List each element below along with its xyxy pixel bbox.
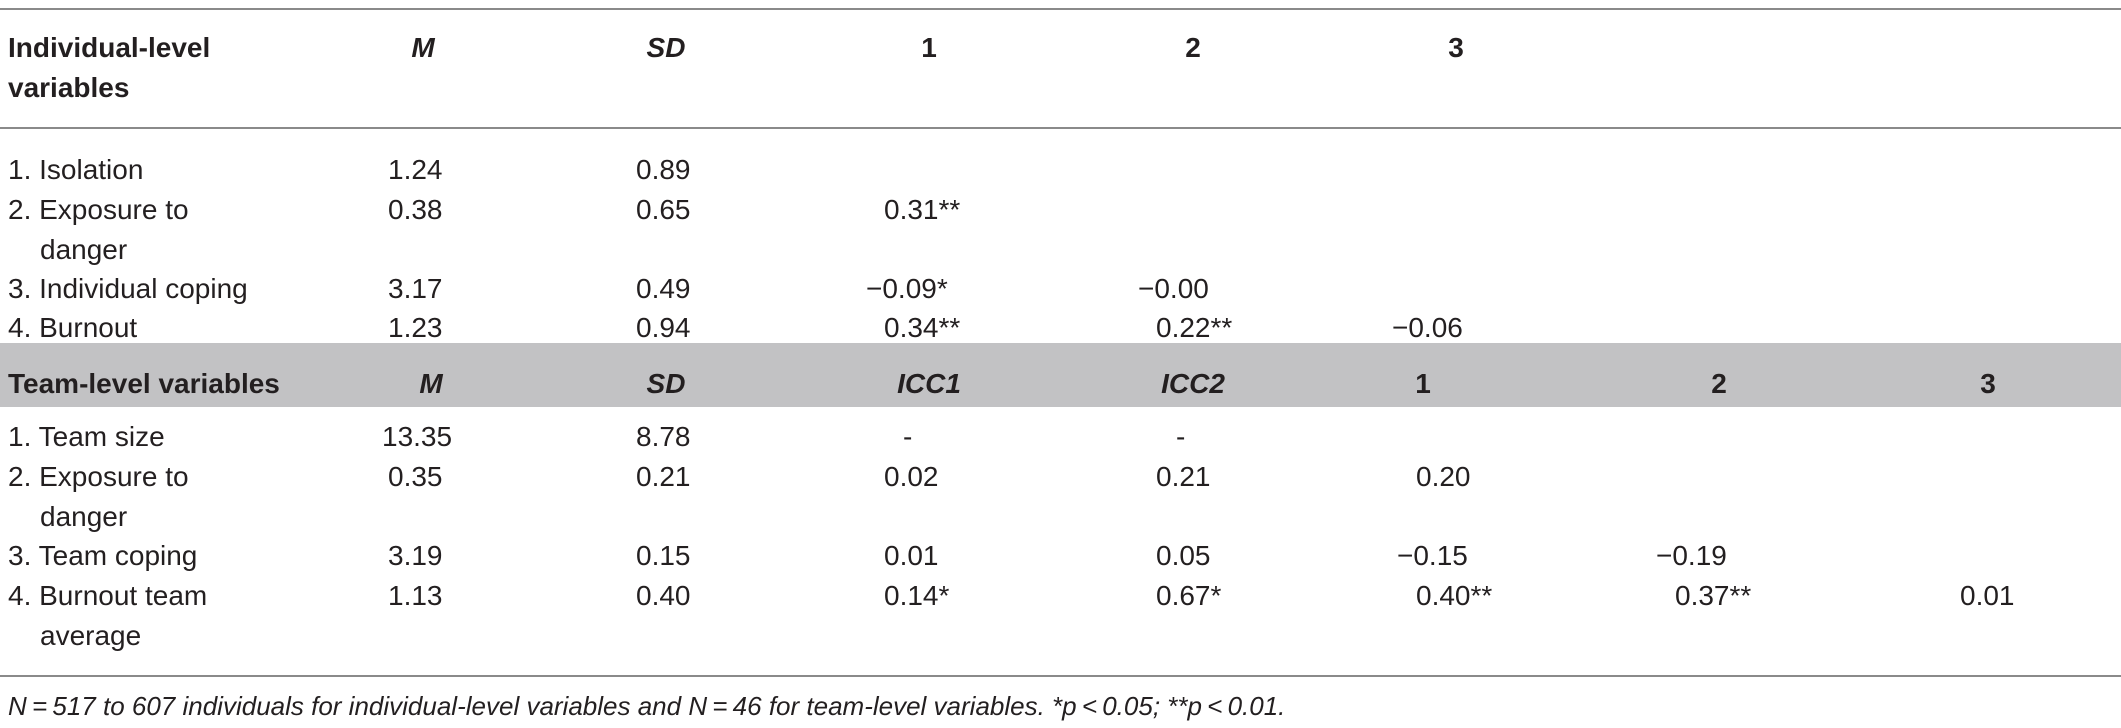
individual-header-col-3: 3 (1448, 32, 1464, 63)
row-label-continued: average (40, 620, 142, 651)
row-label: 1. Team size (8, 421, 165, 452)
cell-col-3: −0.06 (1392, 312, 1463, 343)
cell-m: 1.24 (388, 154, 443, 185)
cell-icc2: 0.05 (1156, 540, 1211, 571)
individual-header-label-line2: variables (8, 72, 130, 103)
cell-col-1: −0.09* (866, 273, 948, 304)
cell-m: 3.19 (388, 540, 443, 571)
row-label: 4. Burnout (8, 312, 138, 343)
team-header-icc2: ICC2 (1161, 368, 1225, 399)
team-header-col-3: 3 (1980, 368, 1996, 399)
row-label: 3. Individual coping (8, 273, 248, 304)
cell-col-2: −0.19 (1656, 540, 1727, 571)
individual-header-sd: SD (646, 32, 686, 63)
cell-icc2: 0.21 (1156, 461, 1211, 492)
cell-col-1: 0.34** (884, 312, 961, 343)
row-label: 2. Exposure to (8, 194, 189, 225)
row-label: 2. Exposure to (8, 461, 189, 492)
cell-m: 1.13 (388, 580, 443, 611)
cell-sd: 0.65 (636, 194, 691, 225)
row-label-continued: danger (40, 501, 128, 532)
cell-col-1: 0.31** (884, 194, 961, 225)
cell-sd: 0.89 (636, 154, 691, 185)
cell-sd: 0.40 (636, 580, 691, 611)
row-label: 1. Isolation (8, 154, 144, 185)
cell-m: 3.17 (388, 273, 443, 304)
cell-col-1: −0.15 (1397, 540, 1468, 571)
team-header-m: M (419, 368, 443, 399)
cell-col-1: 0.40** (1416, 580, 1493, 611)
cell-icc1: 0.01 (884, 540, 939, 571)
cell-sd: 0.21 (636, 461, 691, 492)
team-header-col-1: 1 (1415, 368, 1431, 399)
cell-sd: 0.94 (636, 312, 691, 343)
team-header-col-2: 2 (1711, 368, 1727, 399)
cell-col-2: 0.37** (1675, 580, 1752, 611)
header-rule (0, 127, 2121, 129)
cell-icc1: - (903, 421, 913, 452)
cell-m: 1.23 (388, 312, 443, 343)
cell-sd: 8.78 (636, 421, 691, 452)
cell-sd: 0.49 (636, 273, 691, 304)
team-header-label: Team-level variables (8, 368, 280, 399)
cell-icc1: 0.02 (884, 461, 939, 492)
individual-header-col-1: 1 (921, 32, 937, 63)
table-bottom-rule (0, 675, 2121, 677)
row-label-continued: danger (40, 234, 128, 265)
cell-icc2: - (1176, 421, 1186, 452)
team-header-icc1: ICC1 (897, 368, 961, 399)
row-label: 3. Team coping (8, 540, 198, 571)
team-header-sd: SD (646, 368, 686, 399)
cell-m: 13.35 (382, 421, 453, 452)
cell-col-2: −0.00 (1138, 273, 1209, 304)
individual-header-m: M (411, 32, 435, 63)
cell-col-2: 0.22** (1156, 312, 1233, 343)
cell-icc1: 0.14* (884, 580, 950, 611)
cell-col-3: 0.01 (1960, 580, 2015, 611)
table-top-rule (0, 8, 2121, 10)
table-footnote: N = 517 to 607 individuals for individua… (8, 691, 1286, 721)
team-header-band (0, 343, 2121, 407)
cell-sd: 0.15 (636, 540, 691, 571)
cell-m: 0.38 (388, 194, 443, 225)
cell-icc2: 0.67* (1156, 580, 1222, 611)
cell-m: 0.35 (388, 461, 443, 492)
individual-header-label-line1: Individual-level (8, 32, 211, 63)
individual-header-col-2: 2 (1185, 32, 1201, 63)
cell-col-1: 0.20 (1416, 461, 1471, 492)
row-label: 4. Burnout team (8, 580, 208, 611)
